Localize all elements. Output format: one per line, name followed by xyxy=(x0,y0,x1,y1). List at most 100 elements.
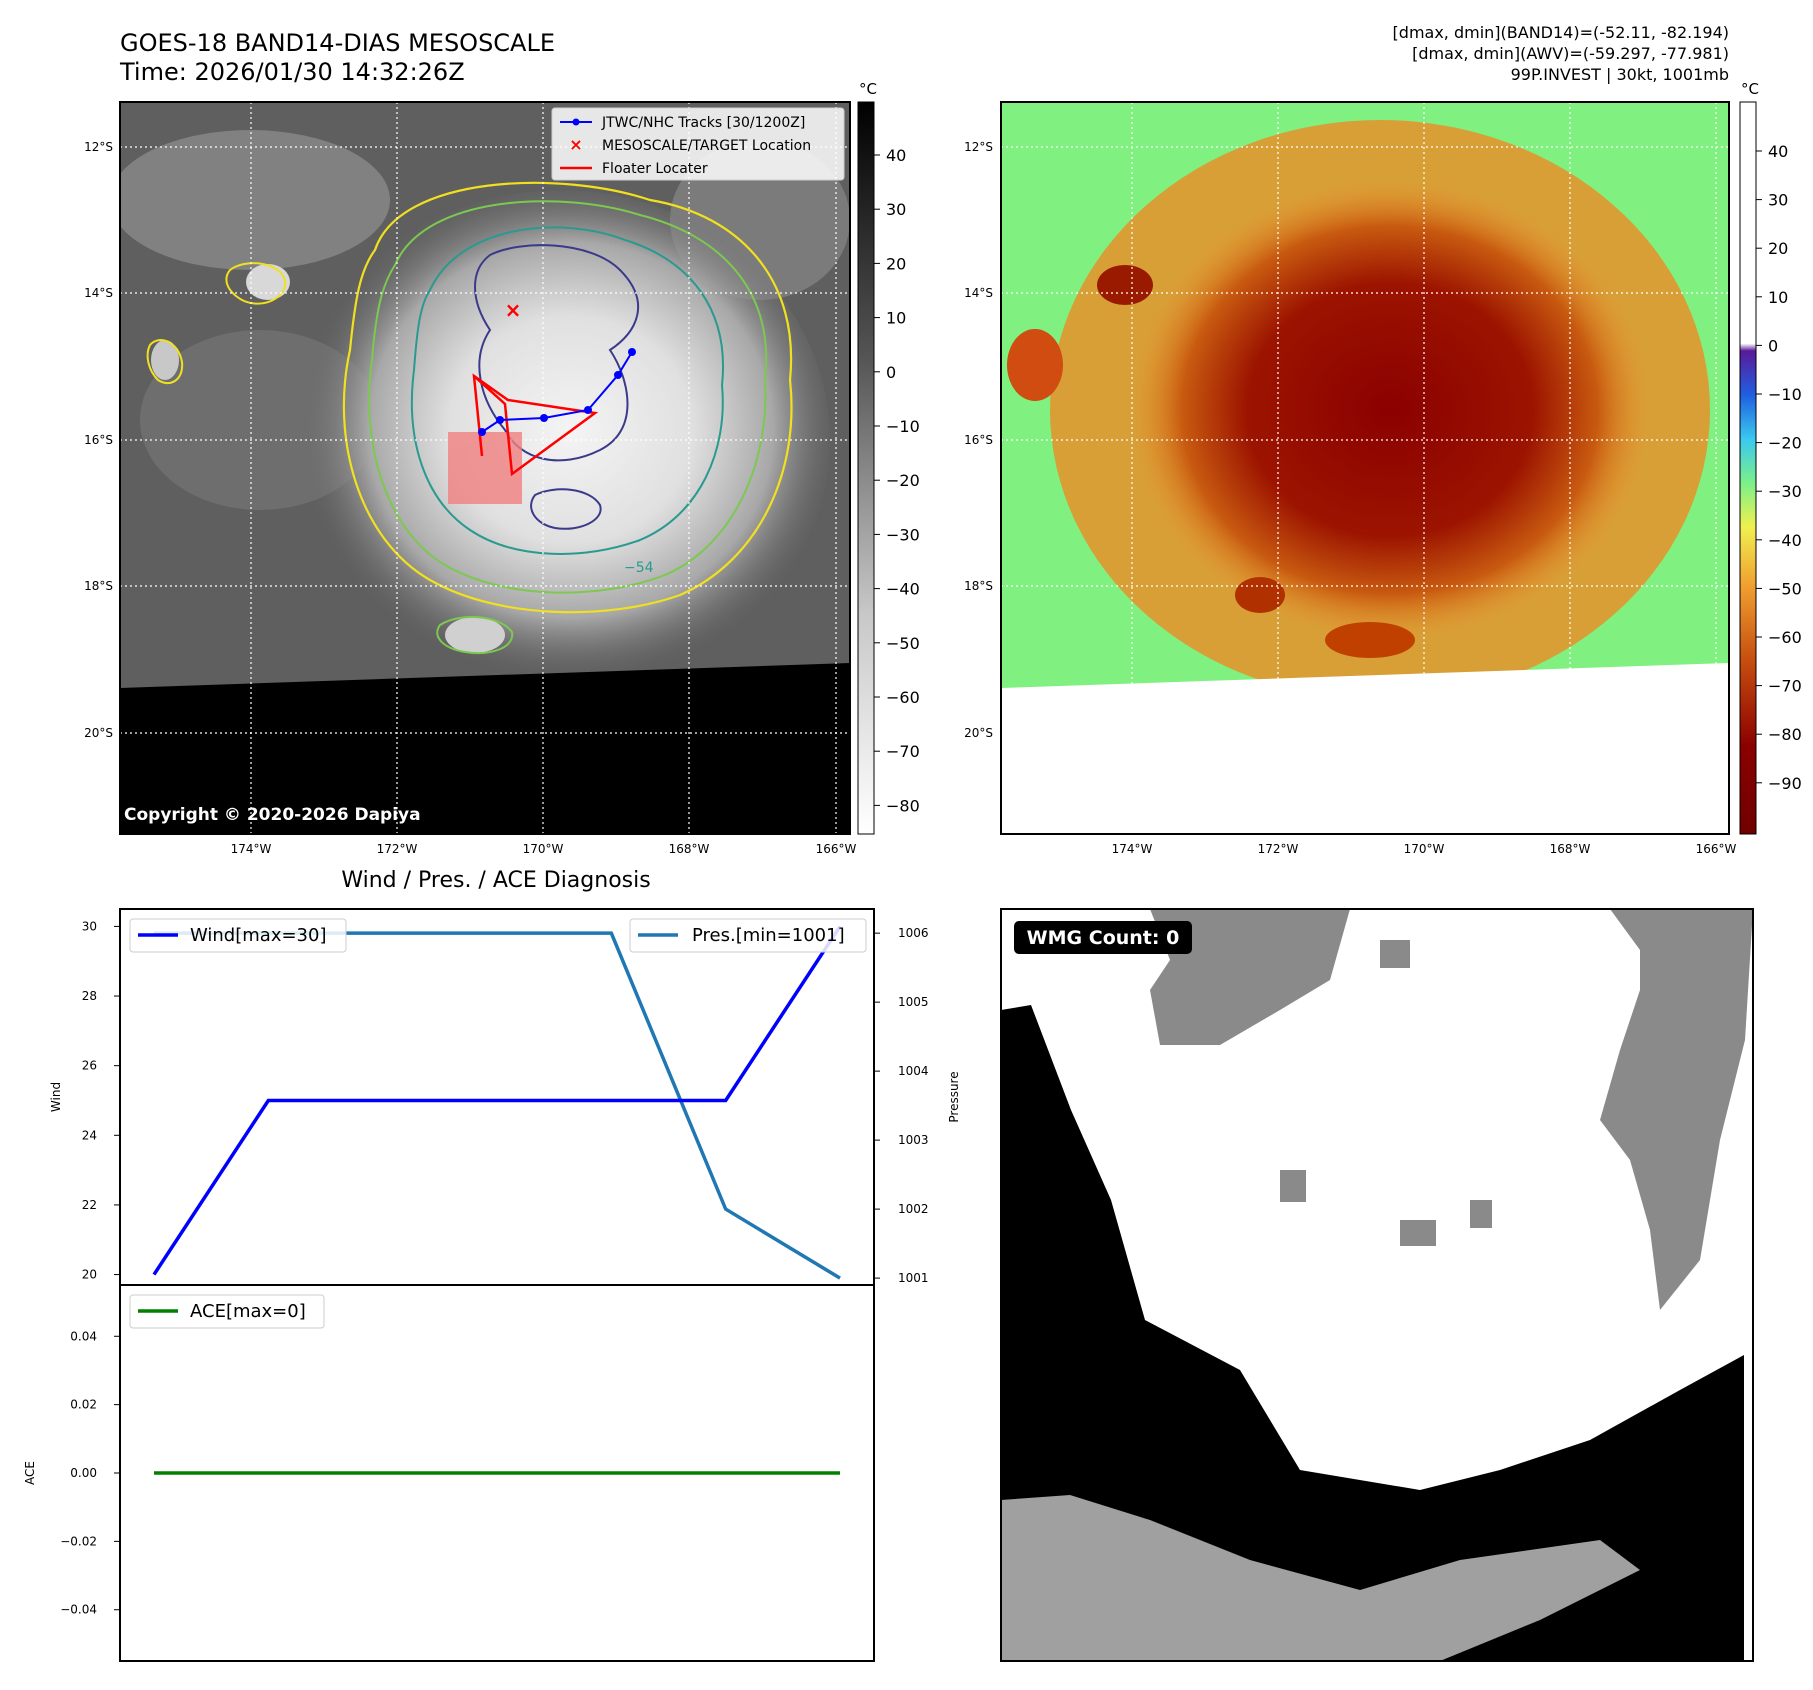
lat-label: 14°S xyxy=(84,286,113,300)
awv-no-data xyxy=(1001,663,1729,834)
lon-label: 166°W xyxy=(816,842,857,856)
contour-navy xyxy=(474,244,639,462)
wind-legend: Wind[max=30] xyxy=(129,918,347,953)
wind-pressure-chart: 20 22 24 26 28 30 1001 1002 1003 1004 1005 1006 Win… xyxy=(49,908,961,1286)
ace-tick-label: 0.04 xyxy=(70,1329,97,1343)
awv-colorbar-tick-label: 10 xyxy=(1768,288,1788,307)
ir-colorbar-tick-label: 10 xyxy=(886,309,906,328)
awv-colorbar-tick-label: 0 xyxy=(1768,336,1778,355)
ir-colorbar-tick-label: 0 xyxy=(886,363,896,382)
ace-ylabel: ACE xyxy=(23,1461,37,1485)
ace-legend: ACE[max=0] xyxy=(129,1294,325,1329)
wind-tick-label: 28 xyxy=(82,989,97,1003)
awv-colorbar-tick-label: −40 xyxy=(1768,531,1802,550)
pressure-tick-label: 1001 xyxy=(898,1271,929,1285)
legend-target-label: MESOSCALE/TARGET Location xyxy=(602,138,811,154)
wmg-count-badge xyxy=(1014,921,1192,954)
info-line-3: 99P.INVEST | 30kt, 1001mb xyxy=(1511,65,1729,84)
ir-colorbar-tick-label: 20 xyxy=(886,254,906,273)
legend-target-icon: × xyxy=(569,135,582,154)
awv-frame xyxy=(1000,101,1730,835)
ir-colorbar-tick-label: −10 xyxy=(886,417,920,436)
lon-label: 172°W xyxy=(377,842,418,856)
pressure-tick-label: 1006 xyxy=(898,926,929,940)
lon-label: 170°W xyxy=(1404,842,1445,856)
wmg-dark-band xyxy=(1001,1005,1744,1661)
wind-tick-label: 20 xyxy=(82,1268,97,1282)
lon-label: 166°W xyxy=(1696,842,1737,856)
wind-series-line xyxy=(152,925,842,1276)
ir-colorbar-tick-label: 40 xyxy=(886,146,906,165)
ir-panel: −54 × Copyright © 2020-2026 Da xyxy=(84,80,920,856)
wmg-count-label: WMG Count: 0 xyxy=(1027,927,1180,949)
info-line-2: [dmax, dmin](AWV)=(-59.297, -77.981) xyxy=(1412,44,1729,63)
ir-legend: JTWC/NHC Tracks [30/1200Z] × MESOSCALE/T… xyxy=(551,107,845,181)
awv-panel: 12°S 14°S 16°S 18°S 20°S 174°W 172°W 170… xyxy=(964,80,1802,856)
ir-colorbar xyxy=(857,101,875,835)
wind-tick-label: 22 xyxy=(82,1198,97,1212)
awv-colorbar xyxy=(1739,101,1757,835)
awv-colorbar-unit: °C xyxy=(1741,80,1759,98)
pressure-tick-label: 1002 xyxy=(898,1202,929,1216)
awv-colorbar-tick-label: −20 xyxy=(1768,434,1802,453)
awv-colorbar-tick-label: −50 xyxy=(1768,579,1802,598)
awv-colorbar-tick-label: 30 xyxy=(1768,191,1788,210)
wmg-grey-patch xyxy=(1150,909,1350,1045)
ir-colorbar-unit: °C xyxy=(859,80,877,98)
awv-colorbar-tick-label: −70 xyxy=(1768,677,1802,696)
awv-colorbar-tick-label: −90 xyxy=(1768,774,1802,793)
title-line-1: GOES-18 BAND14-DIAS MESOSCALE xyxy=(120,29,555,57)
ace-tick-label: −0.04 xyxy=(60,1603,97,1617)
wind-tick-label: 30 xyxy=(82,919,97,933)
awv-colorbar-tick-label: 40 xyxy=(1768,142,1788,161)
lat-label: 20°S xyxy=(964,726,993,740)
ir-colorbar-tick-label: −70 xyxy=(886,742,920,761)
lat-label: 14°S xyxy=(964,286,993,300)
lon-label: 172°W xyxy=(1258,842,1299,856)
pressure-tick-label: 1005 xyxy=(898,995,929,1009)
ir-colorbar-tick-label: −80 xyxy=(886,796,920,815)
contour-yellow xyxy=(342,181,793,614)
pressure-ylabel: Pressure xyxy=(947,1071,961,1122)
legend-pressure-label: Pres.[min=1001] xyxy=(692,925,845,946)
ace-tick-label: 0.02 xyxy=(70,1398,97,1412)
pressure-legend: Pres.[min=1001] xyxy=(629,918,867,953)
lat-label: 16°S xyxy=(84,433,113,447)
awv-colorbar-tick-label: −10 xyxy=(1768,385,1802,404)
ace-tick-label: −0.02 xyxy=(60,1534,97,1548)
ace-tick-label: 0.00 xyxy=(70,1466,97,1480)
wind-tick-label: 26 xyxy=(82,1059,97,1073)
lat-label: 12°S xyxy=(964,140,993,154)
lat-label: 20°S xyxy=(84,726,113,740)
pressure-tick-label: 1003 xyxy=(898,1133,929,1147)
contour-green xyxy=(368,200,768,594)
ir-frame xyxy=(119,101,851,835)
diagnosis-title: Wind / Pres. / ACE Diagnosis xyxy=(341,868,650,893)
awv-colorbar-tick-label: −30 xyxy=(1768,482,1802,501)
ir-colorbar-tick-label: −40 xyxy=(886,580,920,599)
lon-label: 168°W xyxy=(1550,842,1591,856)
legend-wind-label: Wind[max=30] xyxy=(190,925,327,946)
copyright: Copyright © 2020-2026 Dapiya xyxy=(124,805,421,825)
awv-colorbar-tick-label: −60 xyxy=(1768,628,1802,647)
lon-label: 168°W xyxy=(669,842,710,856)
lon-label: 174°W xyxy=(231,842,272,856)
wmg-grey-band xyxy=(1001,1495,1640,1661)
wind-tick-label: 24 xyxy=(82,1128,97,1142)
ir-colorbar-tick-label: −50 xyxy=(886,634,920,653)
info-line-1: [dmax, dmin](BAND14)=(-52.11, -82.194) xyxy=(1393,23,1729,42)
legend-floater-label: Floater Locater xyxy=(602,161,708,177)
legend-track-label: JTWC/NHC Tracks [30/1200Z] xyxy=(601,115,805,131)
lat-label: 18°S xyxy=(964,579,993,593)
ir-colorbar-tick-label: −60 xyxy=(886,688,920,707)
ace-chart: 0.04 0.02 0.00 −0.02 −0.04 ACE ACE[max=0] xyxy=(23,1284,875,1662)
track-points xyxy=(478,348,636,436)
title-line-2: Time: 2026/01/30 14:32:26Z xyxy=(119,58,465,86)
awv-colorbar-tick-label: −80 xyxy=(1768,725,1802,744)
contour-teal xyxy=(410,226,724,555)
ir-gridlines xyxy=(120,102,850,834)
ir-colorbar-tick-label: 30 xyxy=(886,200,906,219)
awv-gridlines xyxy=(1001,102,1729,834)
wind-ylabel: Wind xyxy=(49,1082,63,1112)
